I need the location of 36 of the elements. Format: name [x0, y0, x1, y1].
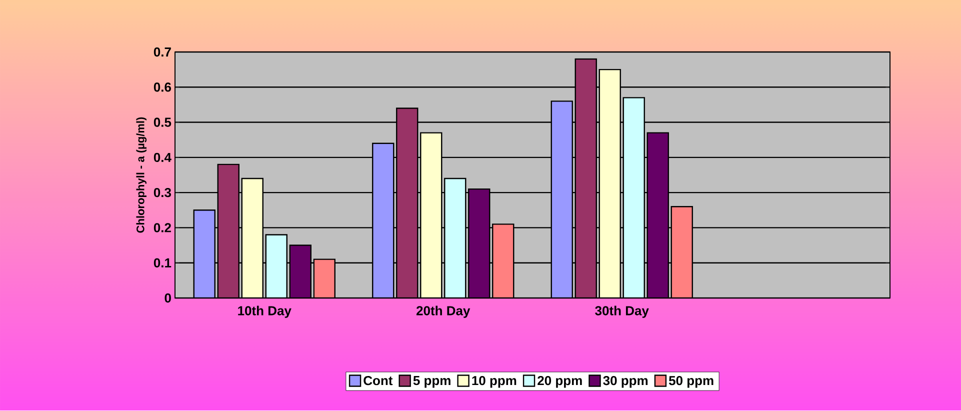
x-tick-label: 10th Day — [238, 306, 292, 318]
bar — [468, 188, 490, 298]
y-tick-label: 0.3 — [154, 188, 172, 198]
y-tick-label: 0.7 — [154, 47, 171, 57]
legend-label: Cont — [364, 376, 393, 386]
legend-label: 5 ppm — [413, 376, 450, 388]
legend-label: 10 ppm — [472, 376, 516, 388]
legend-label: 20 ppm — [538, 376, 582, 388]
bar — [492, 224, 514, 298]
legend-label: 30 ppm — [603, 376, 648, 388]
bar — [193, 210, 216, 298]
y-tick-label: 0.5 — [154, 118, 172, 127]
bar — [313, 258, 336, 298]
y-tick-label: 0 — [164, 293, 171, 303]
bar — [598, 68, 621, 298]
bar — [241, 178, 264, 298]
x-tick-label: 30th Day — [595, 306, 649, 318]
y-tick-label: 0.2 — [154, 223, 171, 232]
bar — [646, 132, 669, 298]
bar — [396, 108, 418, 298]
bar — [372, 142, 394, 298]
bar — [289, 244, 312, 298]
y-tick-label: 0.1 — [154, 258, 172, 268]
x-tick-label: 20th Day — [416, 306, 470, 318]
bar — [420, 132, 442, 298]
bar — [670, 206, 693, 298]
bar — [444, 178, 466, 298]
bar — [574, 58, 597, 298]
y-tick-label: 0.4 — [154, 152, 172, 162]
legend-label: 50 ppm — [668, 376, 714, 388]
bar — [550, 100, 573, 298]
bar — [217, 164, 240, 298]
y-axis-title: Chlorophyll - a (µg/ml) — [136, 117, 147, 233]
bar — [265, 234, 288, 298]
bar — [622, 97, 645, 298]
y-tick-label: 0.6 — [154, 82, 172, 92]
